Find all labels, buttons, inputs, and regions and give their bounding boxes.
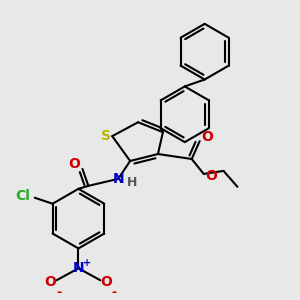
Text: O: O <box>202 130 214 144</box>
Text: O: O <box>45 275 57 289</box>
Text: O: O <box>68 157 80 171</box>
Text: Cl: Cl <box>15 189 30 203</box>
Text: -: - <box>112 286 117 299</box>
Text: N: N <box>112 172 124 186</box>
Text: S: S <box>101 129 111 143</box>
Text: O: O <box>100 275 112 289</box>
Text: H: H <box>127 176 137 189</box>
Text: -: - <box>56 286 61 299</box>
Text: +: + <box>83 258 92 268</box>
Text: N: N <box>73 261 84 275</box>
Text: O: O <box>206 169 218 183</box>
